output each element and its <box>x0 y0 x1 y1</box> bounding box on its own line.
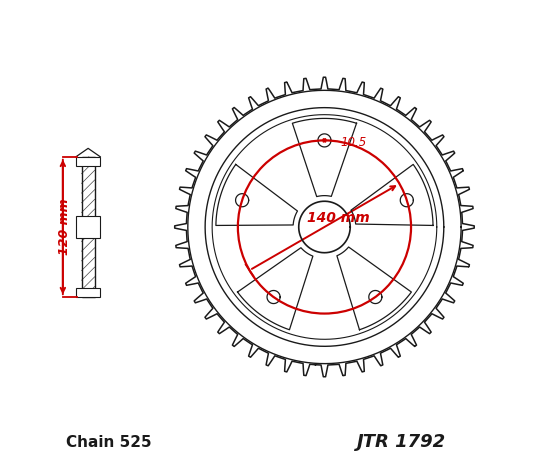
Text: 120 mm: 120 mm <box>58 199 71 255</box>
Bar <box>82 157 95 297</box>
Text: 10.5: 10.5 <box>340 136 367 149</box>
Text: Chain 525: Chain 525 <box>67 435 152 450</box>
Bar <box>76 216 100 237</box>
Bar <box>76 157 100 166</box>
Bar <box>76 288 100 297</box>
Text: 140 mm: 140 mm <box>307 211 370 225</box>
Text: JTR 1792: JTR 1792 <box>357 433 446 451</box>
